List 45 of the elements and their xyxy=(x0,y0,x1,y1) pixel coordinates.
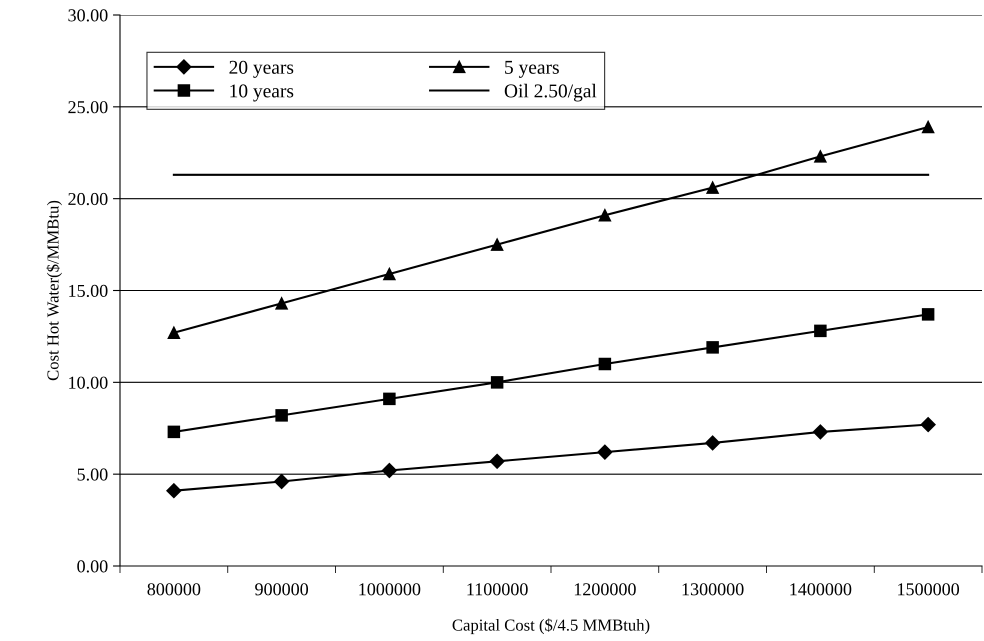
x-tick-label: 1100000 xyxy=(467,583,528,596)
x-tick-label: 1200000 xyxy=(574,583,636,596)
legend-label: 5 years xyxy=(505,60,559,78)
x-tick-label: 1300000 xyxy=(682,583,744,596)
point xyxy=(920,417,936,432)
y-tick-label: 0.00 xyxy=(77,560,108,573)
point xyxy=(706,181,719,194)
point xyxy=(490,454,505,469)
point xyxy=(814,150,827,163)
point xyxy=(706,341,719,354)
point xyxy=(168,326,180,339)
point xyxy=(490,238,504,251)
legend-label: 10 years xyxy=(230,84,294,102)
point xyxy=(922,120,934,134)
point xyxy=(168,426,180,438)
point xyxy=(383,268,396,280)
point xyxy=(922,308,934,321)
y-tick-label: 10.00 xyxy=(69,376,108,389)
point xyxy=(275,409,288,422)
legend-label: 20 years xyxy=(229,60,294,78)
y-axis-title: Cost Hot Water($/MMBtu) xyxy=(46,200,62,380)
y-tick-label: 15.00 xyxy=(69,284,108,298)
point xyxy=(705,435,720,451)
x-tick-label: 1400000 xyxy=(790,583,852,596)
legend-label: Oil 2.50/gal xyxy=(504,84,596,102)
point xyxy=(598,208,612,222)
point xyxy=(814,324,827,338)
point xyxy=(382,462,397,478)
point xyxy=(274,474,290,490)
y-tick-label: 25.00 xyxy=(68,101,108,114)
x-axis-title: Capital Cost ($/4.5 MMBtuh) xyxy=(452,618,650,634)
point xyxy=(275,297,288,310)
y-tick-label: 20.00 xyxy=(68,192,108,206)
point xyxy=(490,376,504,389)
y-tick-label: 5.00 xyxy=(78,468,108,481)
x-tick-label: 900000 xyxy=(255,583,308,596)
x-tick-label: 1500000 xyxy=(898,583,960,596)
x-tick-label: 800000 xyxy=(147,583,200,596)
point xyxy=(598,358,612,370)
x-tick-label: 1000000 xyxy=(359,583,420,596)
point xyxy=(166,483,182,498)
point xyxy=(812,424,828,440)
point xyxy=(383,392,396,406)
point xyxy=(597,444,612,460)
y-tick-label: 30.00 xyxy=(68,9,108,22)
